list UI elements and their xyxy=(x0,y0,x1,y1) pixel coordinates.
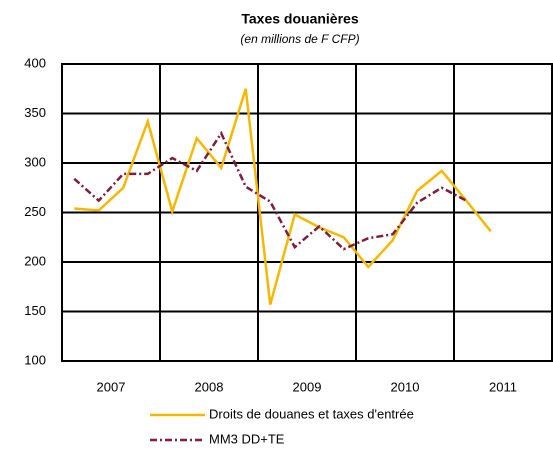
legend-label: Droits de douanes et taxes d'entrée xyxy=(209,406,414,421)
series-line xyxy=(73,130,467,251)
x-tick-label: 2007 xyxy=(97,379,126,394)
x-tick-label: 2010 xyxy=(391,379,420,394)
legend-label: MM3 DD+TE xyxy=(209,431,285,446)
y-tick-label: 300 xyxy=(24,154,46,169)
x-tick-label: 2008 xyxy=(195,379,224,394)
series-line xyxy=(74,88,492,305)
y-tick-label: 350 xyxy=(24,105,46,120)
chart-title: Taxes douanières xyxy=(241,11,358,27)
y-tick-label: 200 xyxy=(24,253,46,268)
y-tick-label: 250 xyxy=(24,204,46,219)
x-tick-label: 2011 xyxy=(489,379,517,394)
y-tick-label: 400 xyxy=(24,55,46,70)
plot-border xyxy=(61,63,553,362)
x-tick-label: 2009 xyxy=(293,379,322,394)
y-tick-label: 100 xyxy=(24,352,46,367)
y-tick-label: 150 xyxy=(24,303,46,318)
chart-subtitle: (en millions de F CFP) xyxy=(240,32,359,46)
